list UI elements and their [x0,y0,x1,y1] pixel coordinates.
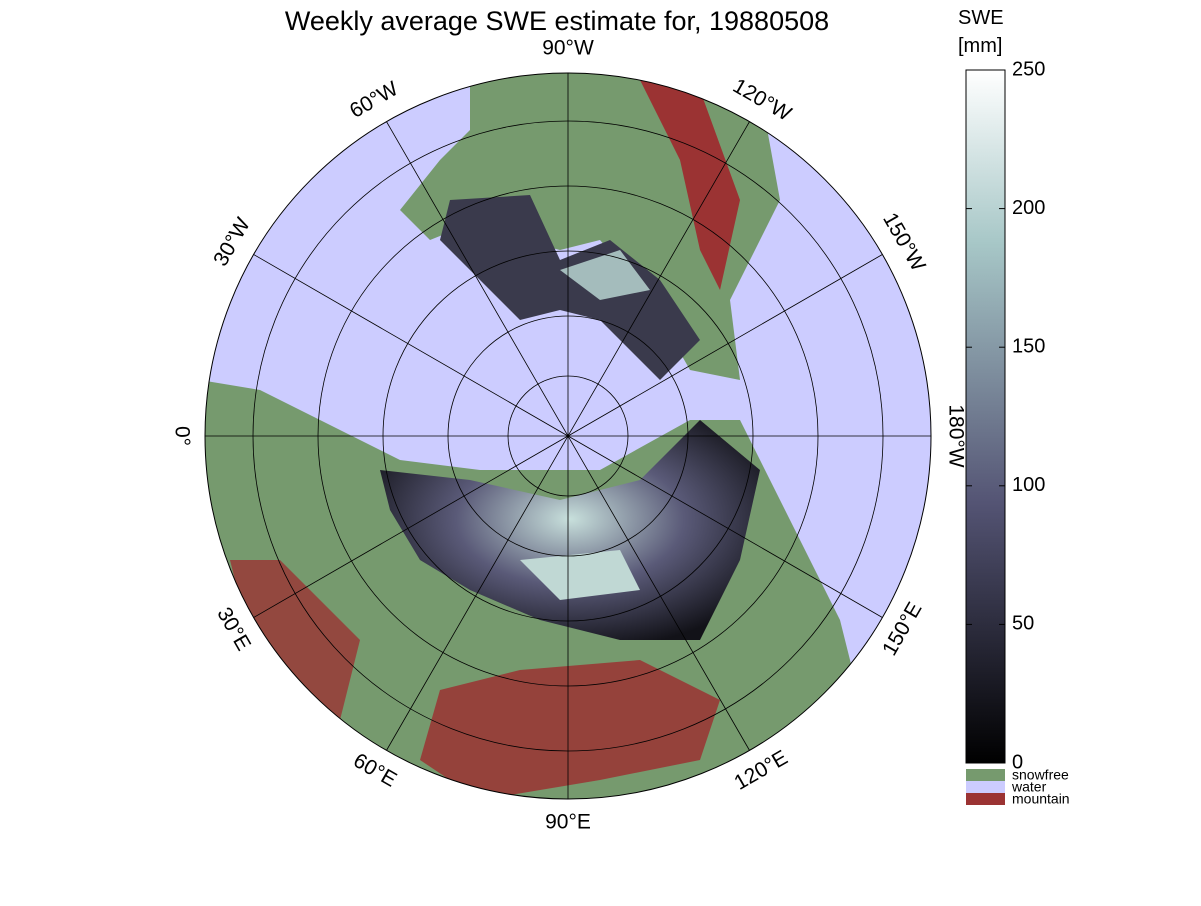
snow-cover [520,550,640,600]
longitude-label: 180°W [944,404,967,467]
graticule [205,73,931,799]
colorbar-label: SWE [958,7,1004,29]
longitude-label: 30°E [212,603,255,654]
colorbar-ticks: 0 50 100 150 200 250 [966,58,1045,773]
snow-cover [560,250,650,300]
colorbar-tick-label: 0 [1012,751,1023,773]
longitude-label: 60°E [349,749,400,792]
legend-swatch [966,769,1005,781]
mountain [640,80,740,290]
colorbar-tick-label: 50 [1012,613,1034,635]
map-disk [205,73,931,799]
map-frame [204,72,932,800]
legend-label: mountain [1012,791,1070,807]
colorbar-tick-label: 100 [1012,474,1045,496]
mountain [420,660,720,799]
colorbar [965,69,1006,764]
snow-cover [380,420,760,640]
colorbar-tick-label: 250 [1012,58,1045,80]
longitude-label: 90°W [542,37,594,60]
colorbar-label: [mm] [958,35,1002,57]
longitude-label: 60°W [346,77,402,123]
map-title: Weekly average SWE estimate for, 1988050… [285,6,829,36]
meridian [253,254,883,618]
colorbar-tick-label: 200 [1012,197,1045,219]
colorbar-tick-label: 150 [1012,335,1045,357]
legend-swatch [966,781,1005,793]
legend-swatch [966,793,1005,805]
legend-label: water [1011,779,1047,795]
longitude-label: 90°E [545,811,591,834]
mountain [230,560,360,720]
longitude-label: 30°W [209,214,255,270]
snow-cover [440,195,700,380]
legend-label: snowfree [1012,767,1069,783]
longitude-label: 0° [170,426,193,446]
